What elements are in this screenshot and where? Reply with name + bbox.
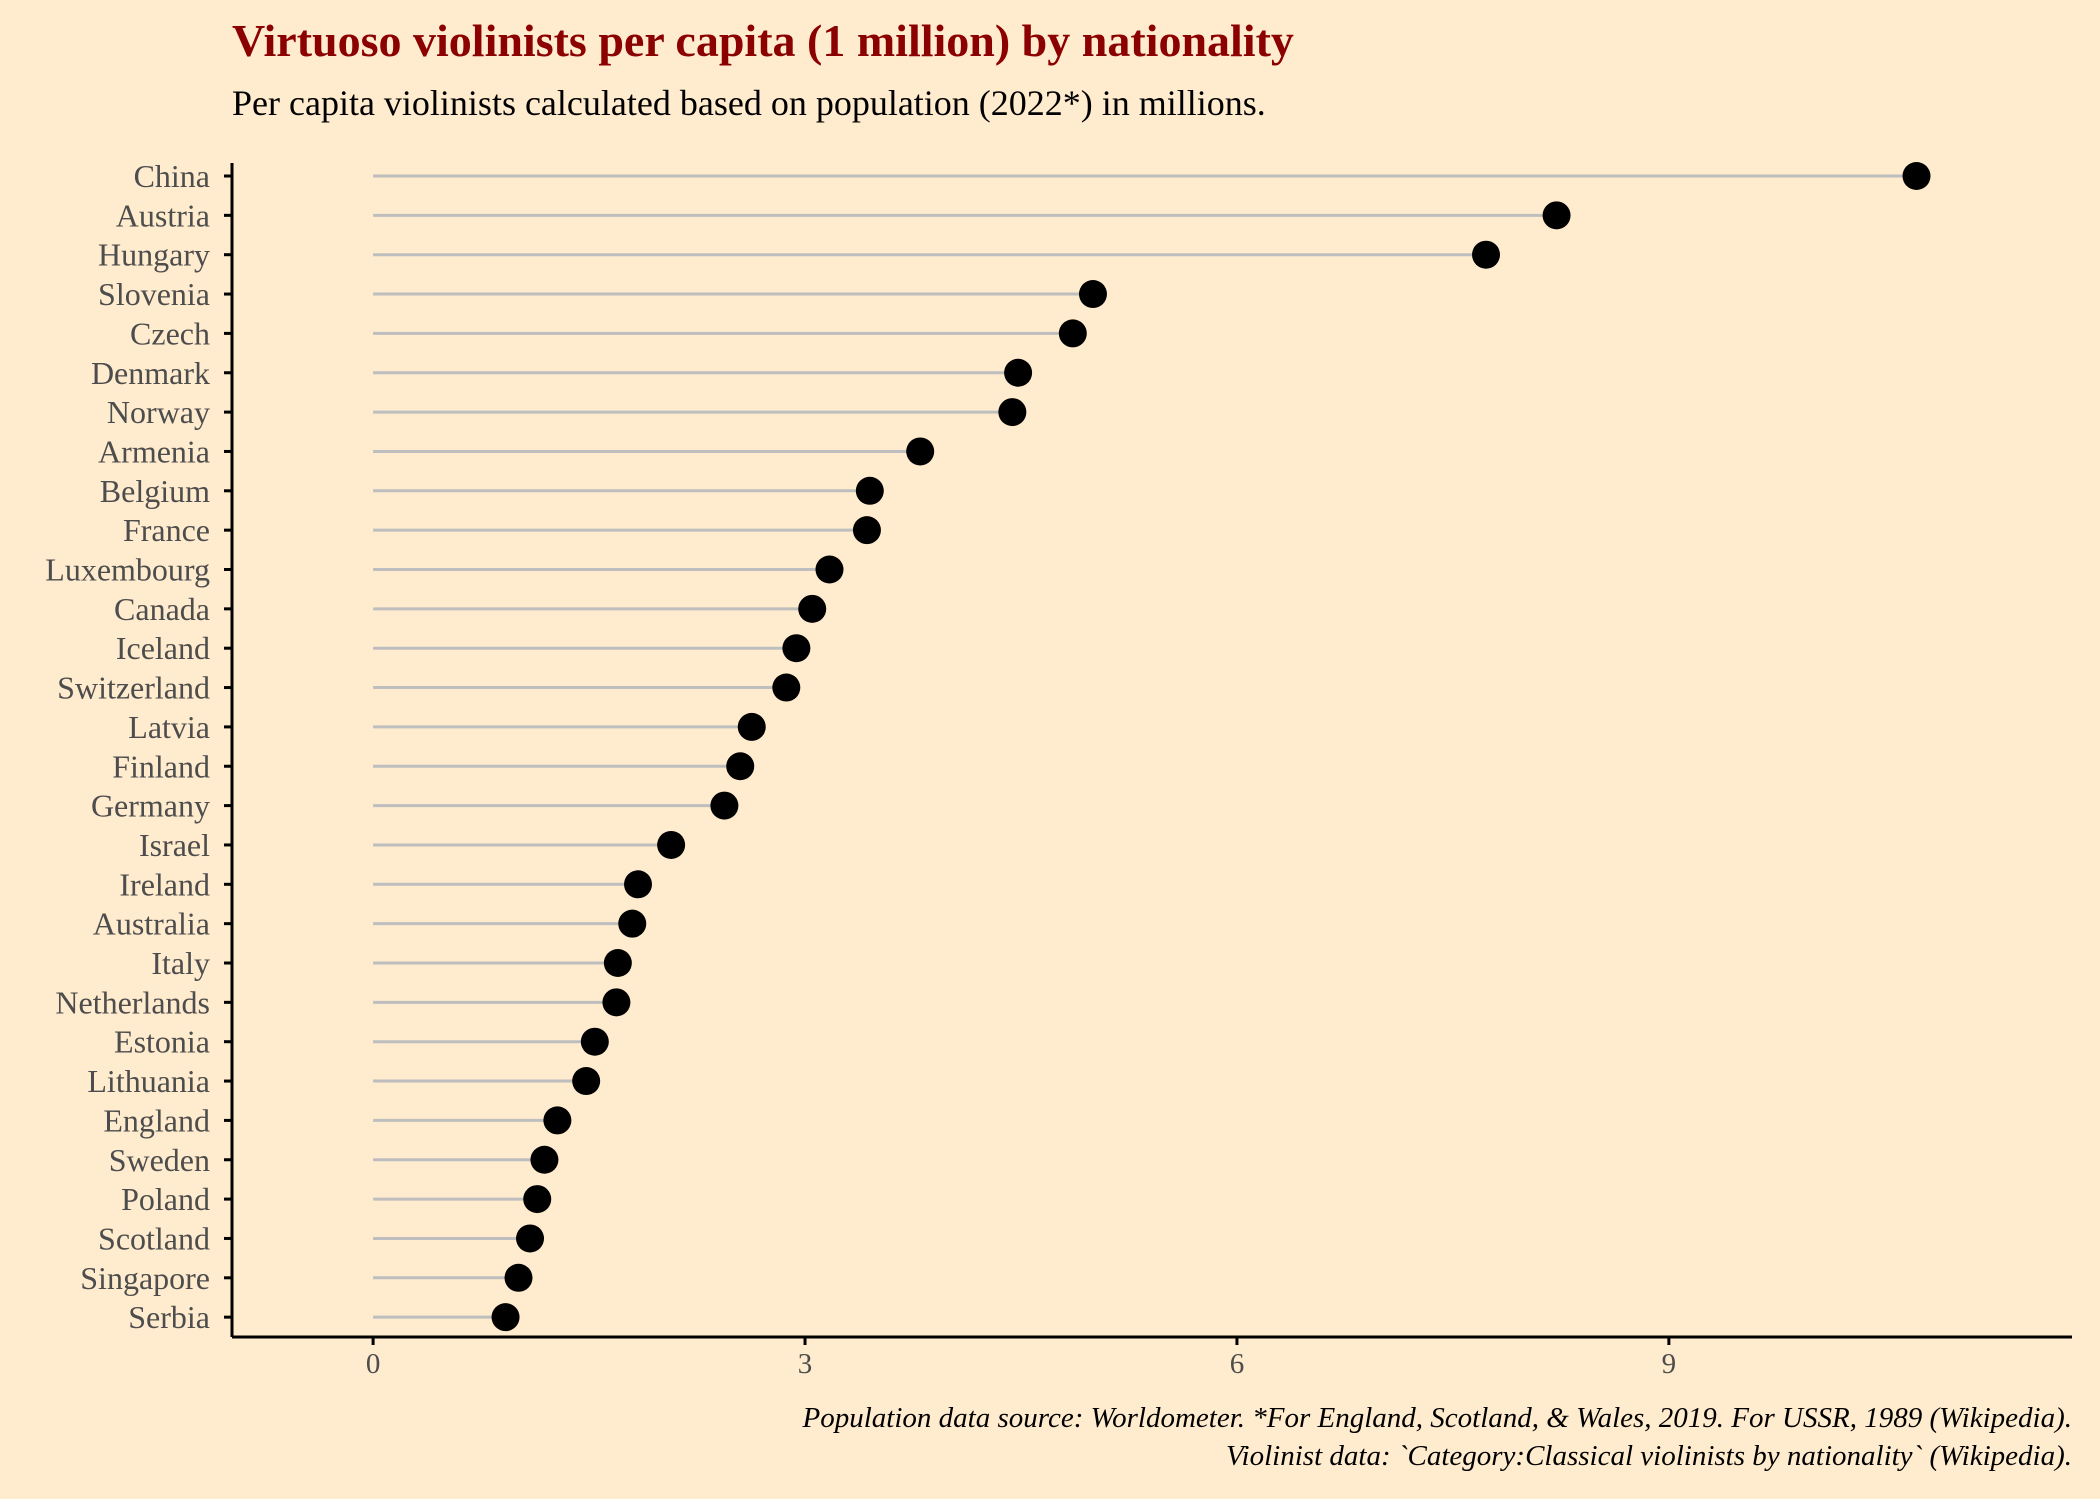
y-tick-label-england: England — [103, 1102, 210, 1138]
data-point-australia — [618, 909, 647, 938]
axes-layer — [224, 163, 2072, 1345]
x-tick-label-0: 0 — [366, 1348, 381, 1380]
data-point-netherlands — [602, 988, 631, 1017]
chart-title: Virtuoso violinists per capita (1 millio… — [232, 15, 1294, 66]
data-point-belgium — [855, 476, 884, 505]
data-point-switzerland — [772, 673, 801, 702]
y-tick-label-czech: Czech — [130, 315, 210, 351]
x-tick-label-6: 6 — [1230, 1348, 1245, 1380]
data-point-finland — [726, 752, 755, 781]
y-tick-label-canada: Canada — [114, 591, 210, 627]
y-tick-label-lithuania: Lithuania — [87, 1063, 210, 1099]
data-point-lithuania — [572, 1067, 601, 1096]
y-tick-label-hungary: Hungary — [98, 237, 210, 273]
y-tick-label-netherlands: Netherlands — [55, 984, 210, 1020]
y-tick-label-latvia: Latvia — [128, 709, 210, 745]
data-point-estonia — [580, 1027, 609, 1056]
x-tick-label-3: 3 — [798, 1348, 813, 1380]
y-tick-label-austria: Austria — [116, 197, 210, 233]
data-point-germany — [710, 791, 739, 820]
data-point-luxembourg — [815, 555, 844, 584]
data-point-israel — [657, 830, 686, 859]
y-tick-label-scotland: Scotland — [98, 1220, 210, 1256]
data-point-england — [543, 1106, 572, 1135]
y-tick-label-luxembourg: Luxembourg — [45, 552, 210, 588]
data-point-singapore — [504, 1263, 533, 1292]
data-point-italy — [603, 949, 632, 977]
x-axis-labels: 0 3 6 9 — [366, 1348, 1676, 1380]
y-tick-label-singapore: Singapore — [80, 1260, 210, 1296]
data-point-scotland — [516, 1224, 545, 1253]
data-point-latvia — [737, 712, 766, 741]
x-tick-label-9: 9 — [1662, 1348, 1677, 1380]
y-tick-label-serbia: Serbia — [128, 1299, 210, 1335]
data-point-czech — [1058, 319, 1087, 348]
y-tick-label-israel: Israel — [139, 827, 210, 863]
data-point-china — [1902, 162, 1931, 190]
y-tick-label-belgium: Belgium — [100, 473, 210, 509]
y-tick-label-switzerland: Switzerland — [57, 670, 210, 706]
caption-line-1: Population data source: Worldometer. *Fo… — [802, 1402, 2072, 1434]
data-point-slovenia — [1078, 280, 1107, 309]
data-point-poland — [523, 1185, 552, 1214]
y-tick-label-armenia: Armenia — [98, 433, 210, 469]
y-tick-label-germany: Germany — [91, 788, 210, 824]
segments-layer — [373, 174, 1917, 1319]
y-tick-label-denmark: Denmark — [91, 355, 210, 391]
data-point-denmark — [1004, 358, 1033, 387]
data-point-sweden — [530, 1145, 559, 1174]
y-tick-label-france: France — [123, 512, 210, 548]
y-tick-label-australia: Australia — [93, 906, 210, 942]
data-point-hungary — [1472, 240, 1501, 269]
y-tick-label-china: China — [134, 158, 210, 194]
y-tick-label-norway: Norway — [107, 394, 210, 430]
y-tick-label-estonia: Estonia — [114, 1024, 210, 1060]
y-tick-label-italy: Italy — [151, 945, 210, 981]
y-tick-label-iceland: Iceland — [116, 630, 210, 666]
y-tick-label-sweden: Sweden — [109, 1142, 210, 1178]
y-tick-label-poland: Poland — [121, 1181, 210, 1217]
data-point-france — [852, 516, 881, 545]
data-point-armenia — [906, 437, 935, 466]
y-axis-labels: ChinaAustriaHungarySloveniaCzechDenmarkN… — [45, 158, 210, 1335]
data-point-canada — [798, 594, 827, 623]
points-layer — [491, 162, 1931, 1332]
data-point-serbia — [491, 1303, 520, 1332]
y-tick-label-finland: Finland — [112, 748, 210, 784]
data-point-norway — [998, 398, 1027, 427]
data-point-ireland — [624, 870, 653, 899]
data-point-austria — [1542, 201, 1571, 230]
caption-line-2: Violinist data: `Category:Classical viol… — [1226, 1440, 2072, 1472]
data-point-iceland — [782, 634, 811, 663]
chart-subtitle: Per capita violinists calculated based o… — [232, 83, 1266, 123]
y-tick-label-slovenia: Slovenia — [98, 276, 210, 312]
y-tick-label-ireland: Ireland — [119, 866, 210, 902]
